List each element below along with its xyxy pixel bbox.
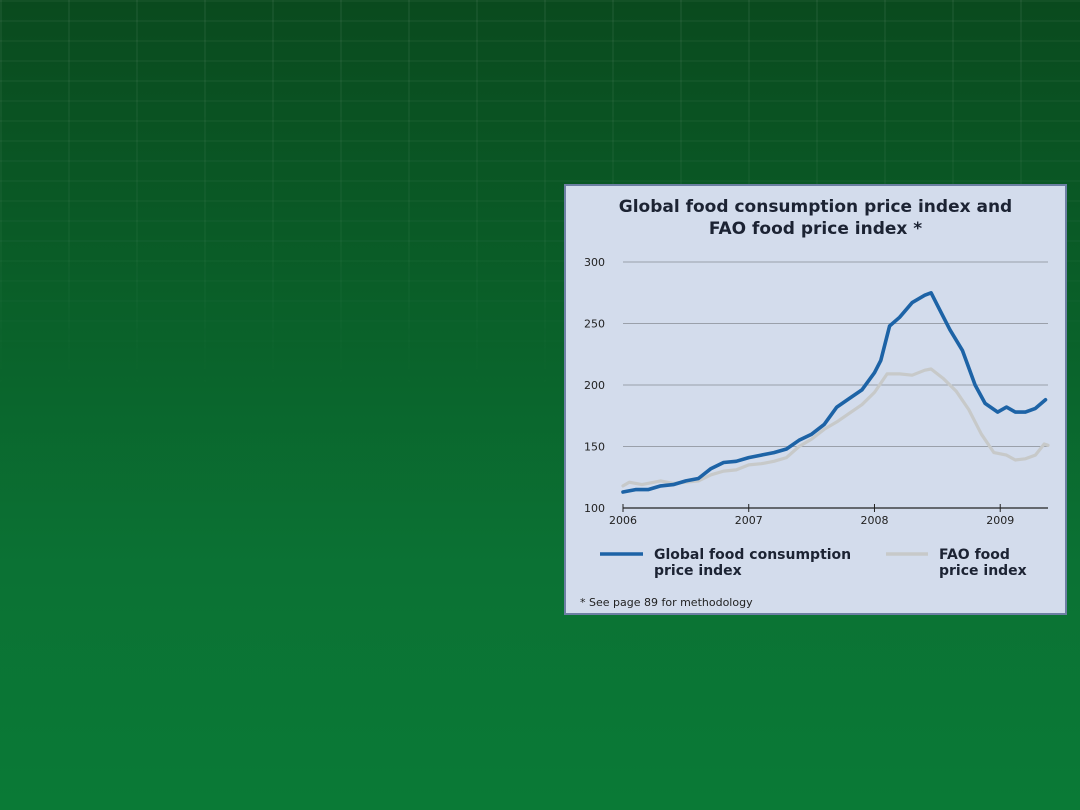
legend-label-global-food-consumption-line-1: Global food consumption: [654, 547, 851, 563]
x-tick-label-2008: 2008: [860, 514, 888, 527]
chart-footnote: * See page 89 for methodology: [580, 596, 753, 609]
y-tick-label-300: 300: [584, 256, 605, 269]
chart-title: Global food consumption price index and …: [566, 196, 1065, 240]
chart-title-line-2: FAO food price index *: [708, 219, 923, 239]
series-line-fao-food: [621, 367, 1050, 488]
y-tick-label-200: 200: [584, 379, 605, 392]
y-tick-label-150: 150: [584, 441, 605, 454]
chart-panel: Global food consumption price index and …: [564, 184, 1067, 615]
x-tick-label-2006: 2006: [609, 514, 637, 527]
legend-label-global-food-consumption-line-2: price index: [654, 563, 742, 579]
x-tick-label-2007: 2007: [735, 514, 763, 527]
legend-label-fao-food-line-1: FAO food: [939, 547, 1010, 563]
x-tick-label-2009: 2009: [986, 514, 1014, 527]
line-chart: 100 150 200 250 300 2006 2007 2008 2009 Global fo…: [584, 256, 1050, 579]
y-tick-label-100: 100: [584, 502, 605, 515]
series-line-global-food-consumption: [621, 291, 1048, 494]
chart-title-line-1: Global food consumption price index and: [618, 197, 1013, 217]
legend-label-fao-food-line-2: price index: [939, 563, 1027, 579]
y-tick-label-250: 250: [584, 318, 605, 331]
